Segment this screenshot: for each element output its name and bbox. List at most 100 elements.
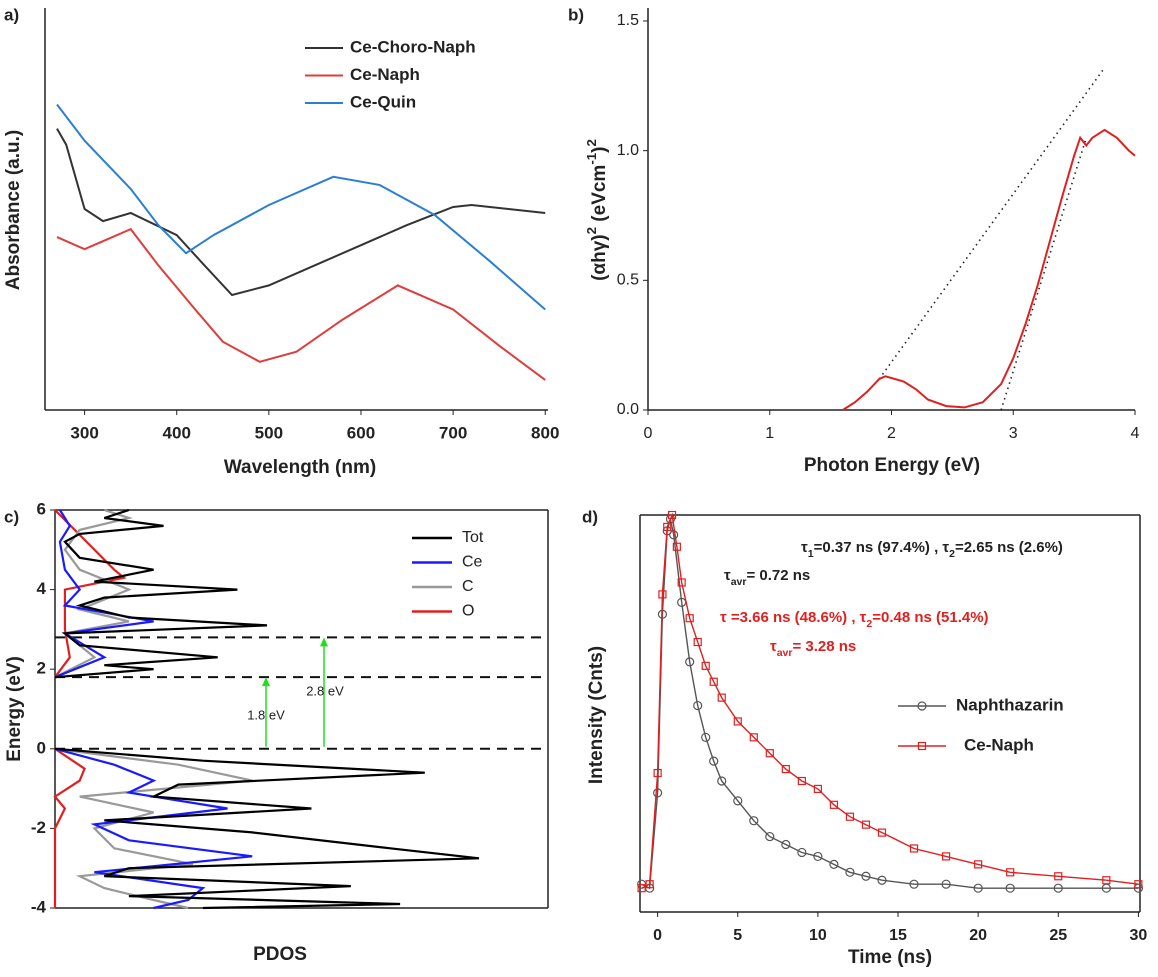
x-tick-label: 5 [733,927,742,944]
decay-line [641,518,1139,890]
x-axis-label: Wavelength (nm) [224,457,376,478]
data-marker [717,693,726,702]
fit-line [1000,137,1088,411]
data-marker [701,661,710,670]
annotation: τavr= 3.28 ns [770,638,856,659]
text-run: = 0.72 ns [746,567,810,584]
data-marker [829,800,839,809]
data-marker [1134,880,1143,889]
text-run: τ [801,539,808,556]
text-run: = 3.28 ns [792,638,856,655]
panel-label: d) [582,507,598,526]
data-marker [749,733,758,742]
text-run: (eVcm [589,165,610,227]
x-tick-label: 25 [1049,927,1067,944]
panel-label: b) [568,5,584,24]
x-axis-label: PDOS [253,944,307,965]
x-axis-label: Photon Energy (eV) [804,455,980,476]
pdos-curve [53,509,127,908]
data-marker [709,756,719,766]
data-marker [1102,876,1111,885]
pdos-curve [54,508,480,910]
y-tick-label: 0 [37,738,46,757]
y-tick-label: 0.5 [617,272,639,289]
data-marker [941,879,951,889]
data-marker [637,884,646,893]
data-marker [877,875,887,885]
data-marker [663,522,672,532]
data-line [56,103,546,311]
annotation: τavr= 0.72 ns [724,567,810,588]
y-axis-label: Absorbance (a.u.) [3,130,24,290]
data-marker [672,542,681,551]
data-marker [653,788,663,798]
data-marker [861,820,871,829]
data-marker [917,741,927,751]
data-marker [765,749,774,758]
data-marker [861,871,871,881]
text-run: -1 [584,152,599,164]
x-tick-label: 700 [439,423,467,442]
data-marker [667,510,677,520]
y-axis-label: Energy (eV) [4,656,25,762]
x-tick-label: 0 [644,425,653,442]
data-line [56,227,546,381]
y-tick-label: -2 [31,818,46,837]
legend-label: Ce-Naph [964,735,1034,754]
x-tick-label: 15 [889,927,907,944]
data-marker [1053,883,1063,893]
x-tick-label: 400 [163,423,191,442]
x-axis-label: Time (ns) [848,947,932,968]
arrow-head [262,677,270,687]
annotation: τ1=0.37 ns (97.4%) , τ2=2.65 ns (2.6%) [801,539,1063,560]
data-marker [693,700,703,711]
text-run: =0.37 ns (97.4%) , τ [814,539,950,556]
data-marker [845,867,855,877]
legend-label: Tot [462,529,484,546]
data-marker [653,768,662,778]
data-marker [669,530,679,540]
x-tick-label: 2 [887,425,896,442]
data-marker [749,816,759,826]
data-marker [1006,868,1015,877]
data-marker [845,812,855,821]
text-run: τ =3.66 ns (48.6%) , τ [720,609,867,626]
data-marker [974,860,983,869]
x-tick-label: 0 [653,927,662,944]
data-marker [909,844,919,853]
data-marker [813,784,822,794]
data-marker [693,637,702,647]
x-tick-label: 10 [809,927,827,944]
legend-label: Ce-Quin [350,92,416,111]
text-run: (αhγ) [589,234,610,281]
y-axis-label: Intensity (Cnts) [586,646,607,784]
data-marker [645,880,654,889]
x-tick-label: 30 [1129,927,1147,944]
text-run: τ [724,567,731,584]
x-tick-label: 3 [1009,425,1018,442]
data-line [842,128,1136,411]
x-tick-label: 500 [255,423,283,442]
y-tick-label: 4 [37,579,47,598]
y-tick-label: -4 [31,897,47,916]
legend-label: Naphthazarin [956,695,1064,714]
y-tick-label: 1.0 [617,142,639,159]
data-marker [877,828,887,837]
x-tick-label: 4 [1131,425,1140,442]
data-marker [909,879,919,889]
data-marker [973,883,983,893]
y-tick-label: 6 [37,499,46,518]
data-marker [685,614,694,623]
panel-label: a) [4,5,19,24]
text-run: 2 [584,227,599,234]
text-run: 2 [949,548,955,560]
text-run: avr [777,647,793,659]
y-axis-label: (αhγ)2 (eVcm-1)2 [584,139,610,281]
x-tick-label: 20 [969,927,987,944]
gap-label: 2.8 eV [306,683,344,698]
x-tick-label: 300 [70,423,98,442]
data-marker [813,851,823,862]
x-tick-label: 800 [531,423,559,442]
